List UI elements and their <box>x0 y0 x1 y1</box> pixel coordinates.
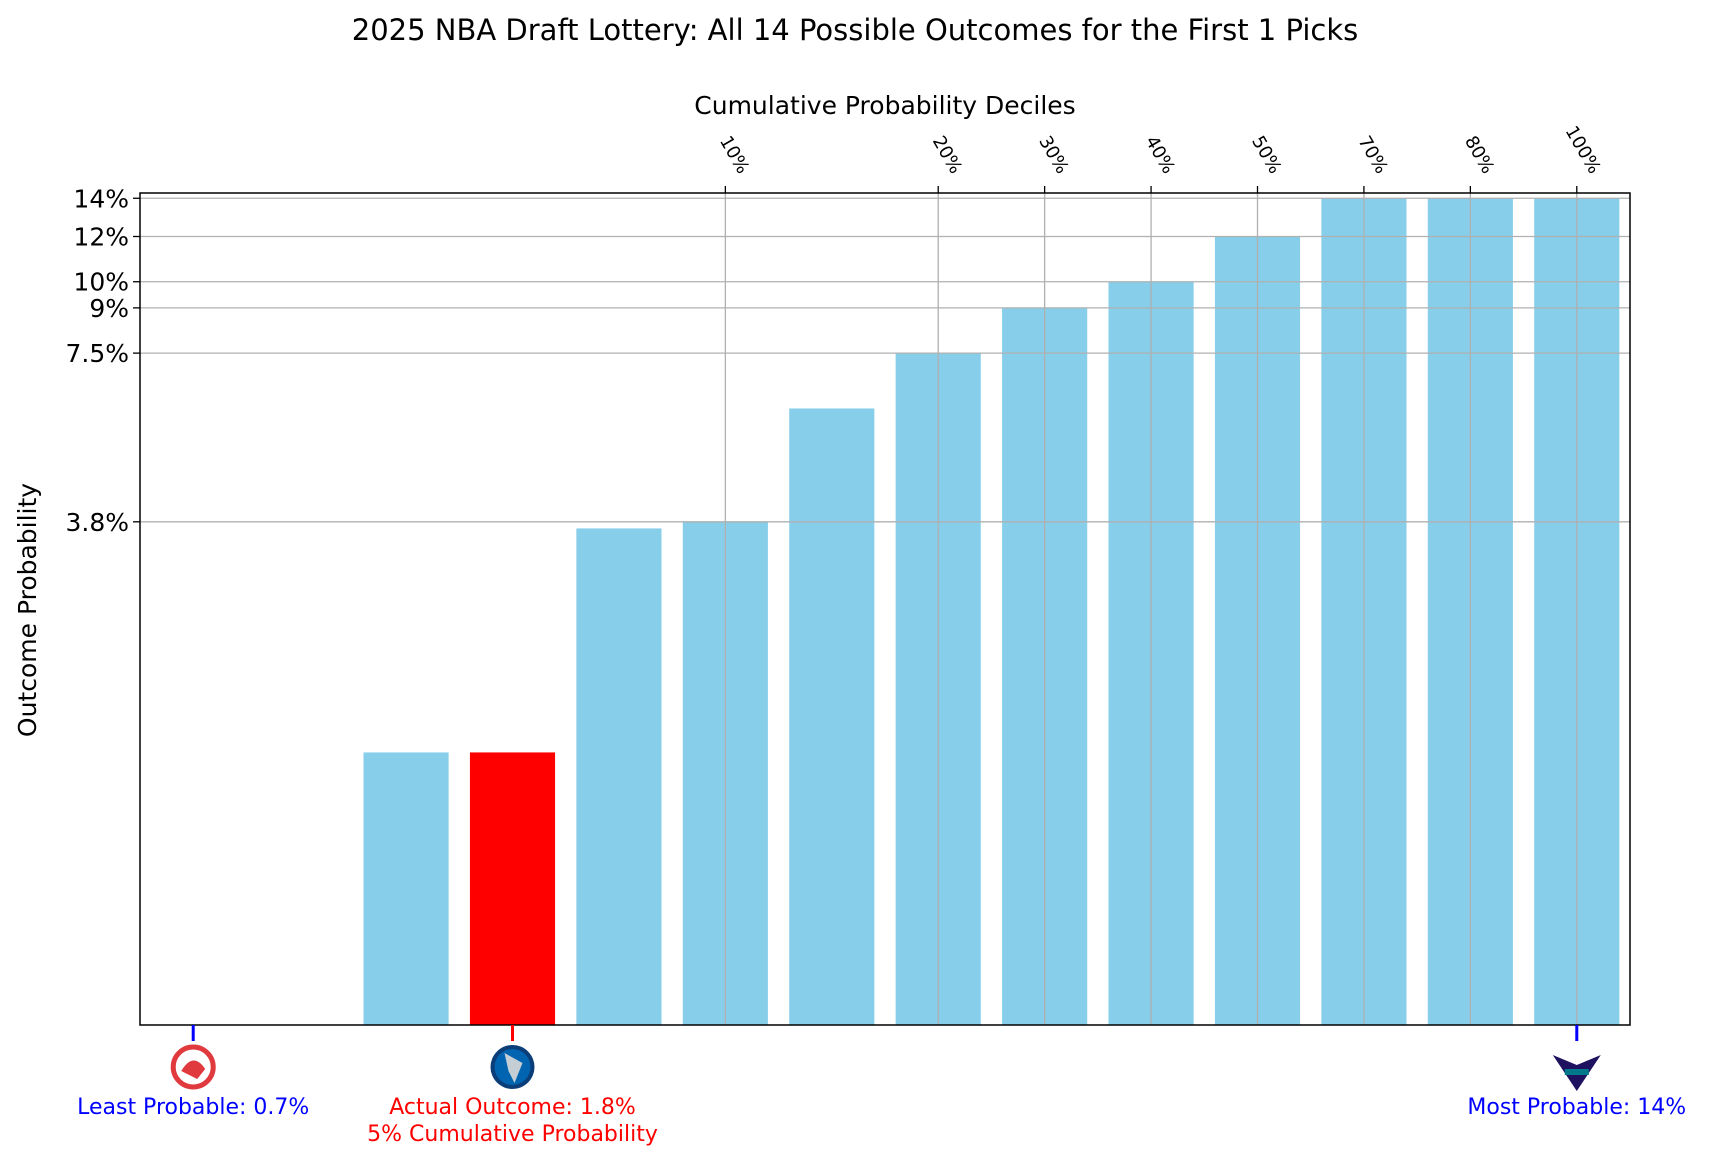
bar <box>469 752 556 1025</box>
y-tick-label: 10% <box>73 268 129 297</box>
top-tick-label: 50% <box>1247 132 1285 177</box>
y-tick-label: 7.5% <box>65 339 129 368</box>
annotation-label: Least Probable: 0.7% <box>77 1095 309 1120</box>
top-axis-label: Cumulative Probability Deciles <box>694 91 1075 120</box>
top-tick-label: 70% <box>1354 132 1392 177</box>
top-tick-label: 10% <box>715 132 753 177</box>
y-tick-label: 14% <box>73 184 129 213</box>
grid-lines <box>140 193 1630 1025</box>
mavericks-logo <box>490 1045 535 1089</box>
annotations: Least Probable: 0.7% Actual Outcome: 1.8%… <box>77 1025 1686 1147</box>
plot-frame <box>139 192 1631 1026</box>
bar <box>363 752 449 1025</box>
annotation-label: Actual Outcome: 1.8% <box>389 1095 636 1120</box>
y-ticks: 3.8% 7.5% 9%10% 12% 14% <box>65 184 140 537</box>
top-tick-label: 30% <box>1034 132 1072 177</box>
bar <box>576 528 662 1025</box>
y-tick-label: 9% <box>89 294 129 323</box>
y-axis-label: Outcome Probability <box>13 483 42 737</box>
top-tick-label: 100% <box>1561 122 1605 177</box>
annotation-label: Most Probable: 14% <box>1467 1095 1686 1120</box>
top-tick-label: 40% <box>1141 132 1179 177</box>
top-ticks: 10% 20% 30% 40% 50% 70% 80% 100% <box>715 122 1605 193</box>
hornets-logo <box>1552 1055 1601 1091</box>
y-tick-label: 3.8% <box>65 508 129 537</box>
top-tick-label: 80% <box>1460 132 1498 177</box>
y-tick-label: 12% <box>73 223 129 252</box>
bars-group <box>363 198 1620 1026</box>
hawks-logo <box>170 1044 216 1090</box>
top-tick-label: 20% <box>928 132 966 177</box>
chart-title: 2025 NBA Draft Lottery: All 14 Possible … <box>352 13 1358 47</box>
annotation-label: 5% Cumulative Probability <box>367 1122 658 1147</box>
bar <box>789 408 875 1025</box>
